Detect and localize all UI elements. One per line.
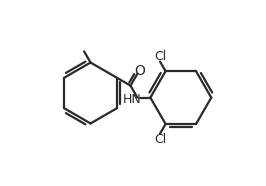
Text: Cl: Cl — [154, 133, 166, 146]
Text: HN: HN — [123, 93, 142, 106]
Text: Cl: Cl — [154, 50, 166, 63]
Text: O: O — [134, 64, 145, 78]
